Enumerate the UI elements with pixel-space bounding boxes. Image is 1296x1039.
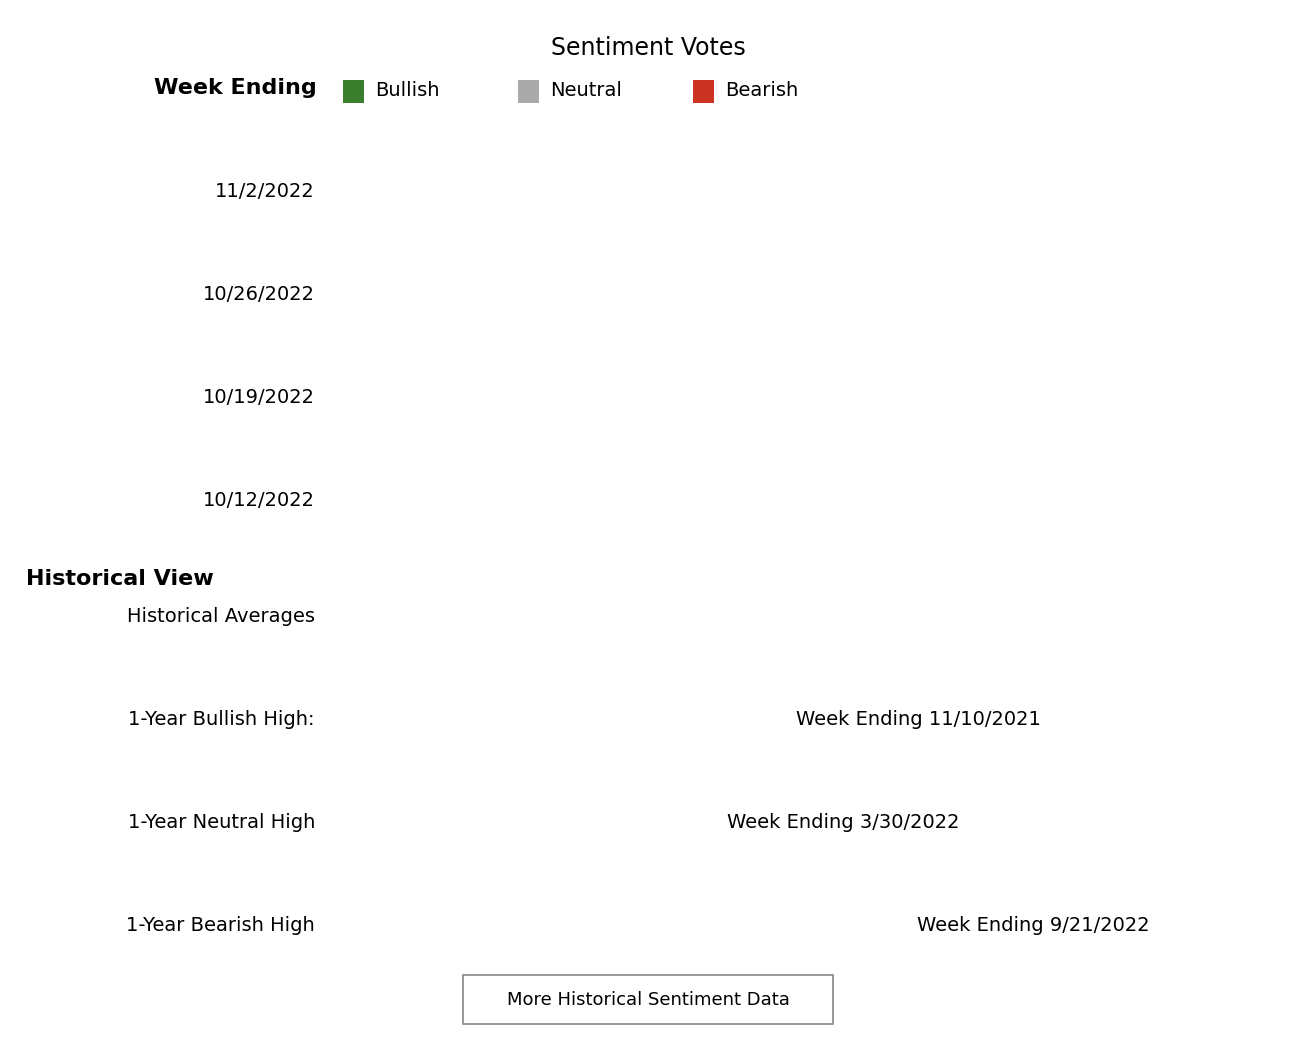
Text: More Historical Sentiment Data: More Historical Sentiment Data [507, 990, 789, 1009]
Text: Bullish: Bullish [375, 81, 439, 100]
Text: Bearish: Bearish [724, 81, 798, 100]
Text: 21.2%: 21.2% [608, 388, 677, 407]
Text: 27.7%: 27.7% [677, 285, 744, 304]
Text: 20.4%: 20.4% [393, 491, 460, 510]
Text: Historical View: Historical View [26, 569, 214, 589]
Text: 11/2/2022: 11/2/2022 [215, 182, 315, 201]
Text: Historical Averages: Historical Averages [127, 607, 315, 627]
Text: 40.6%: 40.6% [487, 812, 555, 832]
Text: 1-Year Bearish High: 1-Year Bearish High [126, 916, 315, 935]
Text: 30.5%: 30.5% [1093, 607, 1160, 627]
Text: 10/19/2022: 10/19/2022 [203, 388, 315, 407]
Text: 32.9%: 32.9% [1082, 182, 1150, 201]
Text: 60.9%: 60.9% [582, 916, 649, 935]
Text: 55.9%: 55.9% [973, 491, 1041, 510]
Text: Neutral: Neutral [550, 81, 622, 100]
Text: Week Ending 11/10/2021: Week Ending 11/10/2021 [796, 710, 1041, 729]
Text: 36.5%: 36.5% [756, 182, 823, 201]
Text: 26.6%: 26.6% [421, 285, 489, 304]
Text: 48.0%: 48.0% [522, 710, 590, 729]
Text: 10/26/2022: 10/26/2022 [203, 285, 315, 304]
Text: 1-Year Bullish High:: 1-Year Bullish High: [128, 710, 315, 729]
Text: Week Ending: Week Ending [154, 78, 318, 98]
Text: 31.5%: 31.5% [801, 607, 870, 627]
Text: Sentiment Votes: Sentiment Votes [551, 36, 745, 60]
Text: 10/12/2022: 10/12/2022 [203, 491, 315, 510]
Text: Week Ending 9/21/2022: Week Ending 9/21/2022 [918, 916, 1150, 935]
Text: 45.7%: 45.7% [1021, 285, 1089, 304]
Text: 56.2%: 56.2% [972, 388, 1039, 407]
Text: 22.6%: 22.6% [402, 388, 470, 407]
Text: 1-Year Neutral High: 1-Year Neutral High [127, 812, 315, 832]
Text: 30.6%: 30.6% [441, 182, 508, 201]
Text: Week Ending 3/30/2022: Week Ending 3/30/2022 [727, 812, 959, 832]
Text: 38.0%: 38.0% [474, 607, 542, 627]
Text: 23.7%: 23.7% [599, 491, 667, 510]
